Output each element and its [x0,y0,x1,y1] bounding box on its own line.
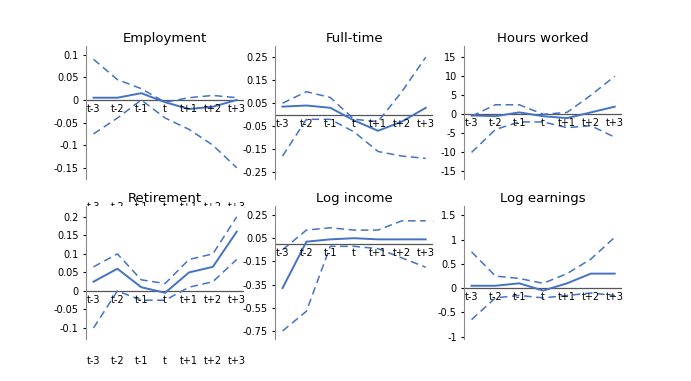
Text: t-2: t-2 [111,104,124,114]
Text: t+1: t+1 [558,292,576,303]
Title: Log earnings: Log earnings [500,192,586,205]
Text: t+1: t+1 [369,216,387,226]
Text: t+2: t+2 [582,292,600,303]
Text: t-1: t-1 [135,295,148,305]
Text: t-1: t-1 [135,357,148,367]
Title: Retirement: Retirement [128,192,202,205]
Text: t-3: t-3 [87,202,100,212]
Text: t-2: t-2 [111,295,124,305]
Text: t: t [352,248,356,258]
Text: t+2: t+2 [204,104,222,114]
Text: t-3: t-3 [465,118,478,128]
Text: t+1: t+1 [558,118,576,128]
Text: t-3: t-3 [465,292,478,303]
Text: t+2: t+2 [204,295,222,305]
Text: t-2: t-2 [111,357,124,367]
Text: t-3: t-3 [87,295,100,305]
Text: t-1: t-1 [135,104,148,114]
Text: t-2: t-2 [300,248,313,258]
Title: Full-time: Full-time [325,32,383,45]
Text: t: t [163,202,167,212]
Text: t: t [163,104,167,114]
Text: t-3: t-3 [87,357,100,367]
Text: t: t [163,357,167,367]
Text: t+3: t+3 [606,118,624,128]
Text: t-3: t-3 [276,248,290,258]
Text: t-1: t-1 [323,216,337,226]
Text: t: t [541,292,545,303]
Text: t-1: t-1 [135,202,148,212]
Text: t-3: t-3 [276,216,290,226]
Text: t-2: t-2 [111,202,124,212]
Text: t+2: t+2 [392,119,411,129]
Text: t+2: t+2 [204,357,222,367]
Text: t-3: t-3 [276,119,290,129]
Text: t+1: t+1 [369,119,387,129]
Title: Hours worked: Hours worked [498,32,589,45]
Text: t+1: t+1 [180,202,198,212]
Text: t-2: t-2 [489,118,502,128]
Text: t+3: t+3 [606,292,624,303]
Text: t+2: t+2 [204,202,222,212]
Text: t-1: t-1 [323,248,337,258]
Text: t+3: t+3 [228,295,246,305]
Text: t+1: t+1 [180,295,198,305]
Title: Employment: Employment [123,32,207,45]
Text: t+3: t+3 [417,216,435,226]
Text: t-2: t-2 [300,119,313,129]
Text: t+3: t+3 [228,357,246,367]
Text: t+1: t+1 [180,357,198,367]
Text: t+2: t+2 [392,216,411,226]
Text: t+3: t+3 [228,202,246,212]
Text: t+2: t+2 [392,248,411,258]
Title: Log income: Log income [316,192,392,205]
Text: t-1: t-1 [513,292,526,303]
Text: t+3: t+3 [417,248,435,258]
Text: t: t [541,118,545,128]
Text: t-1: t-1 [513,118,526,128]
Text: t+1: t+1 [180,104,198,114]
Text: t: t [163,295,167,305]
Text: t+1: t+1 [369,248,387,258]
Text: t-2: t-2 [489,292,502,303]
Text: t-2: t-2 [300,216,313,226]
Text: t+3: t+3 [417,119,435,129]
Text: t: t [352,119,356,129]
Text: t+3: t+3 [228,104,246,114]
Text: t: t [352,216,356,226]
Text: t-3: t-3 [87,104,100,114]
Text: t-1: t-1 [323,119,337,129]
Text: t+2: t+2 [582,118,600,128]
